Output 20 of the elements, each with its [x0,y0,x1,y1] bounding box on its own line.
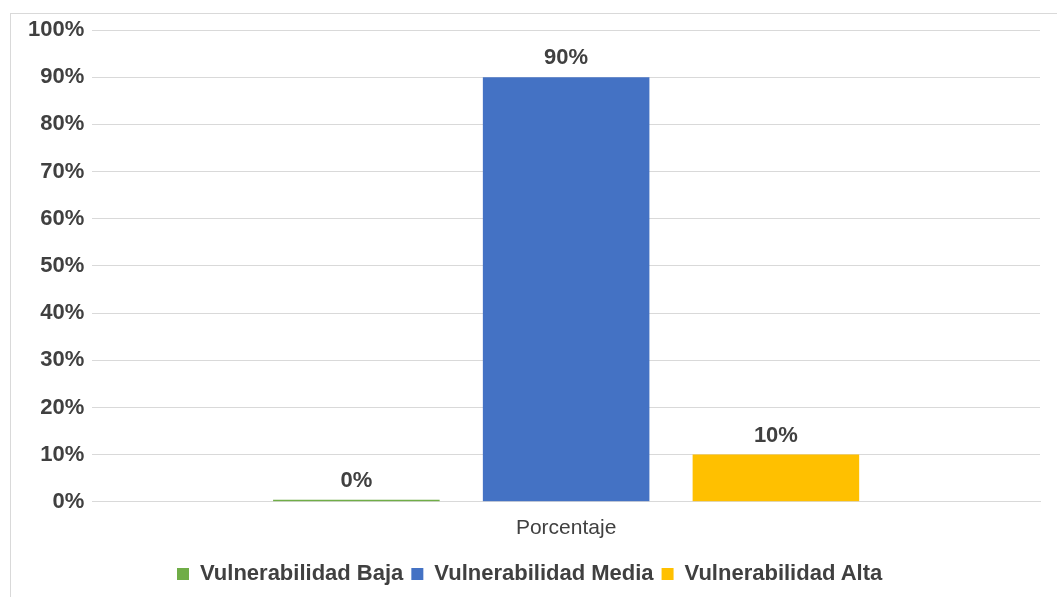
y-tick-label: 70% [40,157,85,183]
y-tick-label: 20% [40,393,85,419]
y-tick-label: 0% [52,487,85,513]
legend-label: Vulnerabilidad Media [434,560,655,586]
y-tick-label: 30% [40,346,85,372]
bar [482,77,650,502]
y-tick-label: 80% [40,110,85,136]
data-label: 10% [753,421,798,447]
x-tick-label: Porcentaje [515,515,617,539]
legend-label: Vulnerabilidad Baja [199,560,405,586]
data-label: 0% [340,466,373,492]
bar [692,454,860,502]
y-tick-label: 90% [40,63,85,89]
y-tick-label: 40% [40,299,85,325]
y-tick-label: 50% [40,251,85,277]
y-tick-label: 100% [27,16,85,42]
y-tick-label: 60% [40,204,85,230]
legend-label: Vulnerabilidad Alta [684,560,883,586]
y-tick-label: 10% [40,440,85,466]
data-label: 90% [544,44,589,70]
